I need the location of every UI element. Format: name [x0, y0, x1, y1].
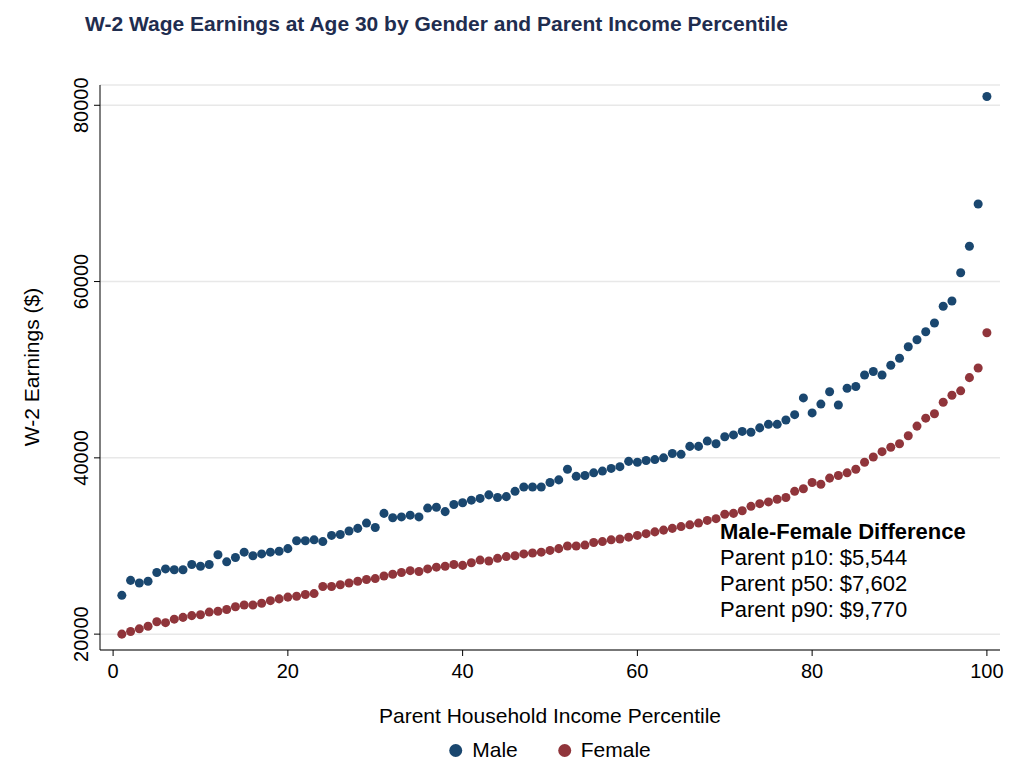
svg-text:20: 20: [277, 660, 299, 682]
html-text:Male-Female Difference: Male-Female Difference: [720, 519, 966, 544]
svg-text:80: 80: [801, 660, 823, 682]
html-text:Male: Male: [472, 738, 518, 761]
svg-text:80000: 80000: [70, 77, 92, 133]
svg-text:60000: 60000: [70, 254, 92, 310]
html-text:Parent p50: $7,602: Parent p50: $7,602: [720, 571, 908, 596]
svg-text:40: 40: [451, 660, 473, 682]
html-text:Female: Female: [580, 738, 651, 761]
html-text:W-2 Earnings ($): W-2 Earnings ($): [20, 287, 43, 447]
html-text:Parent Household Income Percen: Parent Household Income Percentile: [379, 704, 721, 727]
html-text:Parent p90: $9,770: Parent p90: $9,770: [720, 597, 908, 622]
html-text:Parent p10: $5,544: Parent p10: $5,544: [720, 545, 908, 570]
svg-text:0: 0: [108, 660, 119, 682]
html-text:W-2 Wage Earnings at Age 30 by: W-2 Wage Earnings at Age 30 by Gender an…: [85, 12, 788, 35]
svg-text:40000: 40000: [70, 430, 92, 486]
svg-text:100: 100: [970, 660, 1003, 682]
svg-text:60: 60: [626, 660, 648, 682]
svg-text:20000: 20000: [70, 606, 92, 662]
